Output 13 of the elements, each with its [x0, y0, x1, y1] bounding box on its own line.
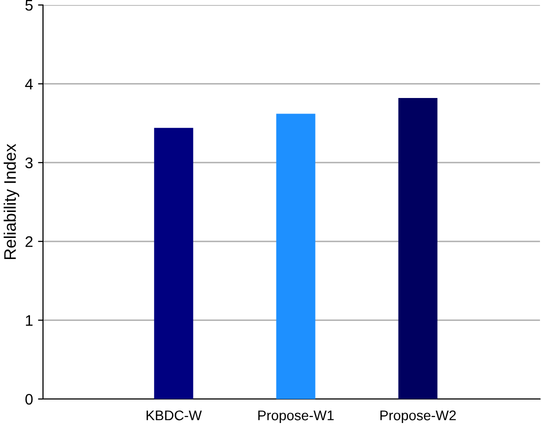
x-tick-label: Propose-W1 [258, 410, 334, 424]
x-tick-label: Propose-W2 [380, 410, 456, 424]
y-tick-label: 2 [26, 236, 33, 247]
y-tick-label: 1 [26, 315, 33, 326]
bar [276, 114, 316, 399]
x-tick-label: KBDC-W [146, 410, 202, 420]
y-tick-label: 4 [25, 78, 33, 90]
y-tick-label: 0 [25, 394, 33, 405]
y-tick-label: 5 [25, 0, 33, 11]
bar [154, 128, 194, 399]
y-tick-label: 3 [25, 157, 33, 168]
y-axis-title: Reliability Index [4, 144, 20, 259]
bar [398, 98, 438, 399]
